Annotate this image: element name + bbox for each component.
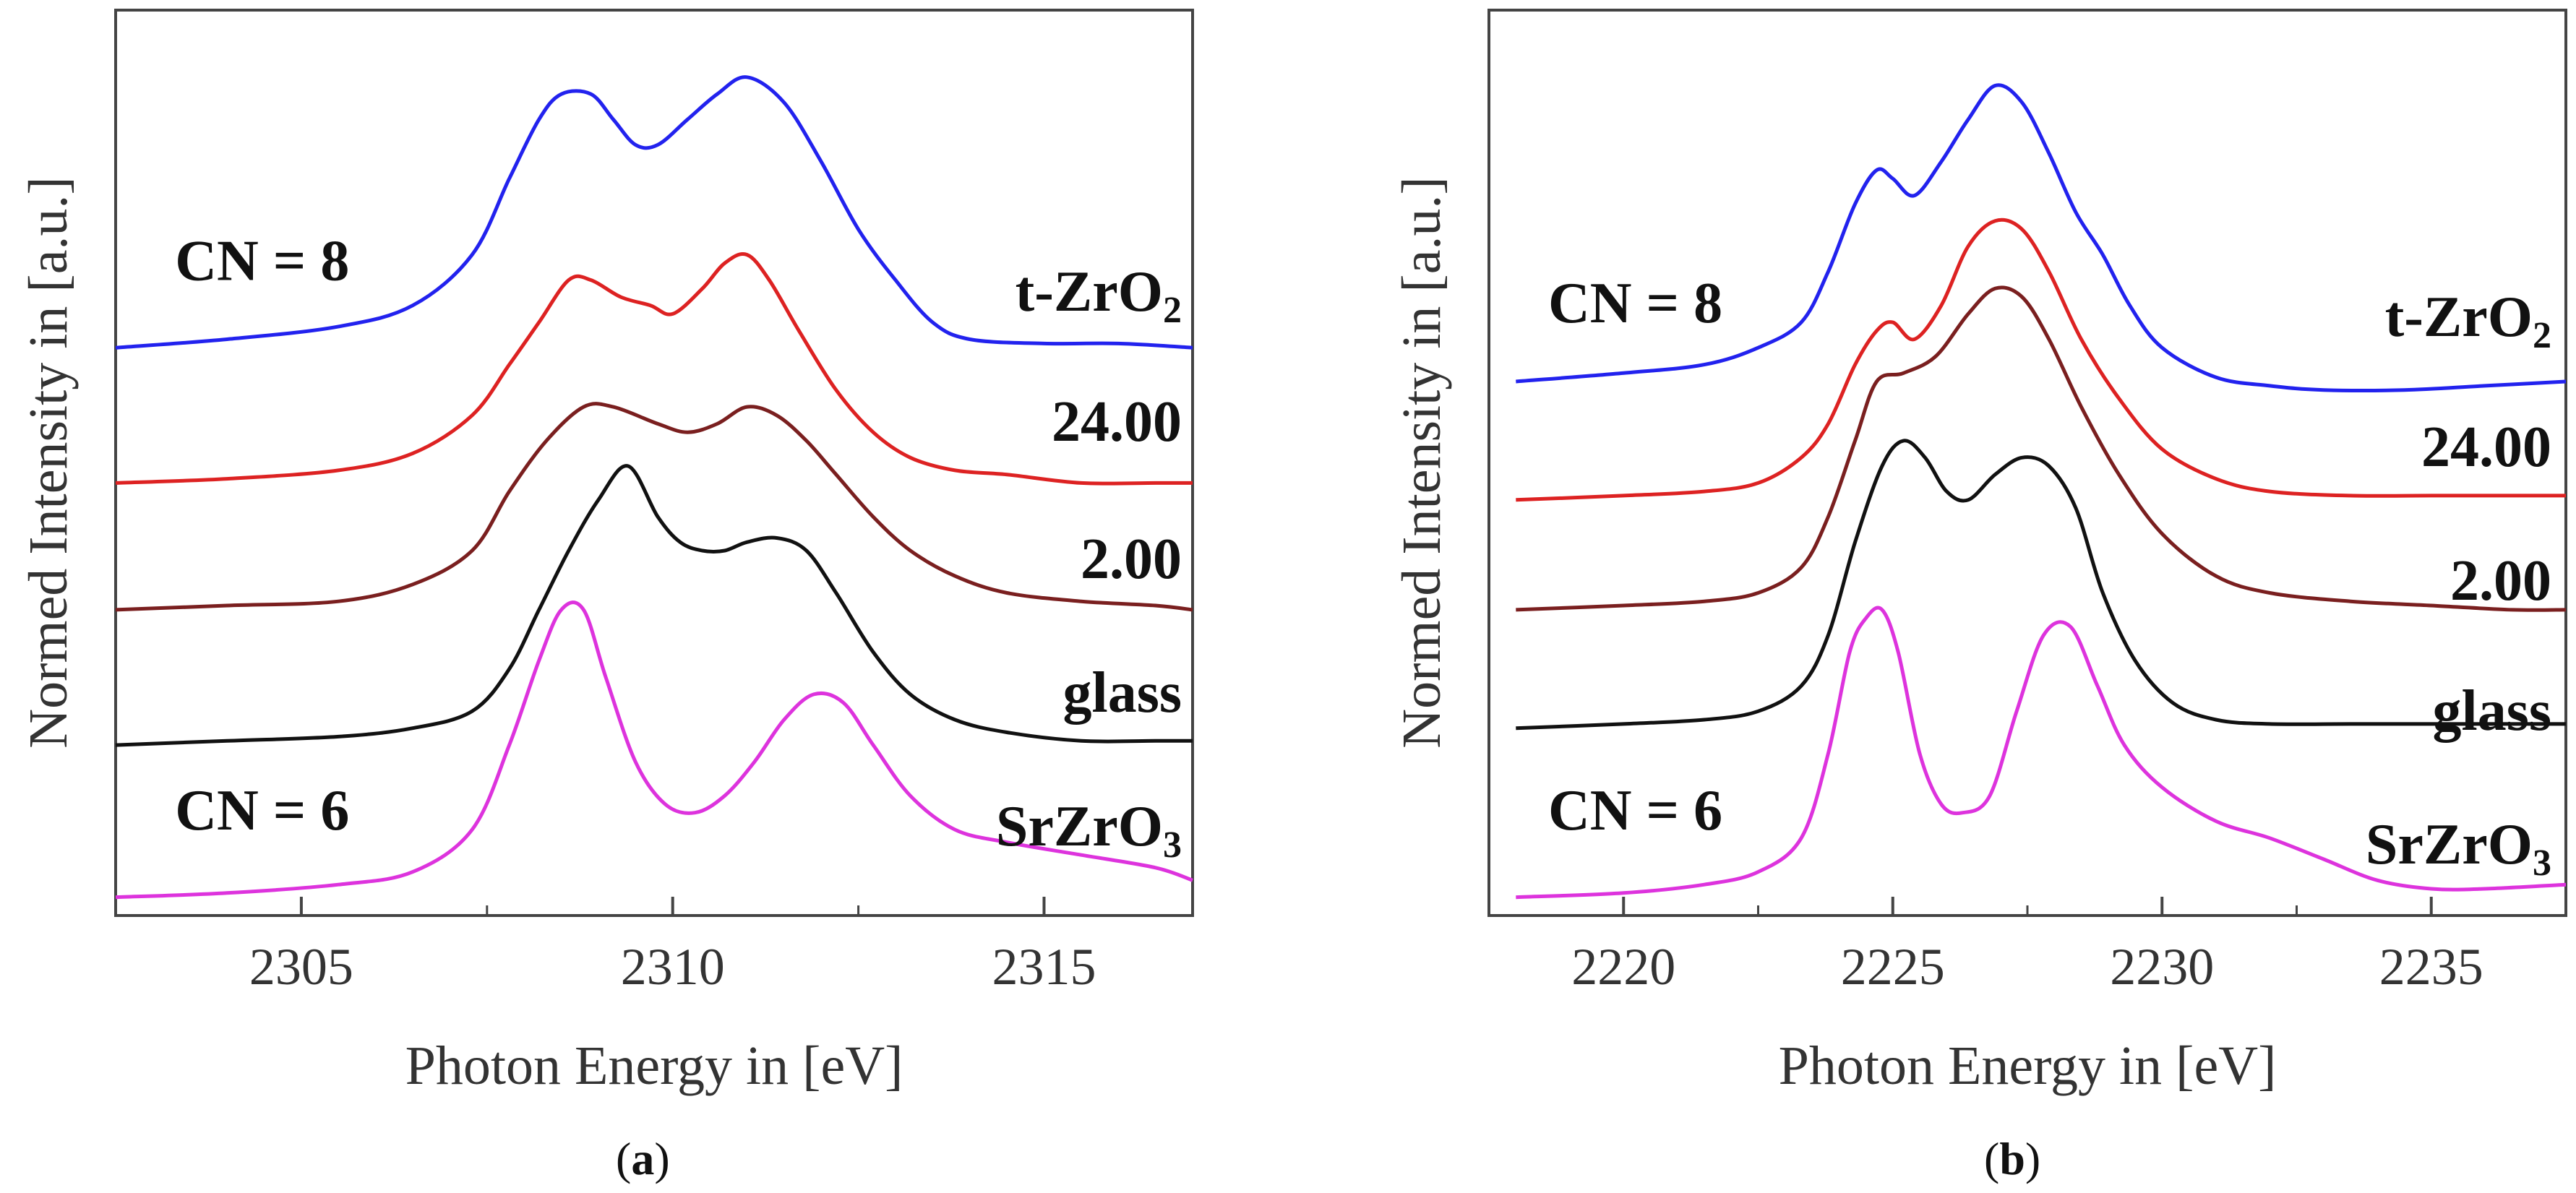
- series-line-t-zro2: [1516, 83, 2567, 392]
- series-label-subscript: 3: [1163, 824, 1182, 866]
- series-label-text: SrZrO: [2366, 813, 2533, 877]
- series-label-text: glass: [2433, 679, 2552, 743]
- series-line-glass: [1516, 439, 2566, 731]
- series-label-subscript: 3: [2533, 843, 2551, 884]
- panel-a-annotations: CN = 8 CN = 6: [175, 230, 349, 843]
- series-label-text: t-ZrO: [1016, 260, 1163, 324]
- xtick-label-2220: 2220: [1571, 938, 1675, 996]
- series-label-24-00: 24.00: [1052, 390, 1182, 454]
- panel-b: 2220 2225 2230 2235 t-ZrO2 24.00 2.00 glass SrZ…: [1391, 9, 2567, 1184]
- series-label-24-00: 24.00: [2421, 415, 2551, 479]
- series-label-2-00: 2.00: [2450, 549, 2551, 613]
- annotation-cn-6: CN = 6: [1548, 779, 1722, 843]
- annotation-cn-8: CN = 8: [175, 230, 349, 293]
- series-label-text: t-ZrO: [2385, 285, 2533, 349]
- series-label-srzro3: SrZrO3: [996, 795, 1182, 866]
- series-label-text: 2.00: [2450, 549, 2551, 613]
- panel-b-series-labels: t-ZrO2 24.00 2.00 glass SrZrO3: [2366, 285, 2551, 884]
- panel-b-annotations: CN = 8 CN = 6: [1548, 272, 1722, 843]
- series-label-glass: glass: [2433, 679, 2552, 743]
- series-label-text: 24.00: [1052, 390, 1182, 454]
- series-line-t-zro2: [115, 75, 1193, 350]
- panel-a: 2305 2310 2315 t-ZrO224.002.00glassSrZrO3 …: [18, 9, 1194, 1184]
- series-line-srzro3: [1516, 606, 2567, 900]
- series-line-glass: [115, 464, 1193, 747]
- series-label-t-zro2: t-ZrO2: [1016, 260, 1182, 331]
- series-label-2-00: 2.00: [1081, 527, 1182, 591]
- xtick-label-2230: 2230: [2110, 938, 2214, 996]
- panel-a-caption-letter: a: [631, 1133, 654, 1184]
- xtick-label-2305: 2305: [249, 938, 353, 996]
- panel-a-xlabel: Photon Energy in [eV]: [405, 1035, 903, 1096]
- panel-b-caption-letter: b: [1999, 1133, 2025, 1184]
- series-line-24-00: [1516, 218, 2566, 502]
- series-line-2-00: [1516, 285, 2567, 612]
- series-line-24-00: [115, 252, 1193, 486]
- panel-a-ylabel: Normed Intensity in [a.u.]: [18, 176, 79, 748]
- panel-a-plot-frame: [114, 9, 1194, 917]
- panel-b-caption: (b): [1984, 1133, 2040, 1184]
- xtick-label-2235: 2235: [2379, 938, 2483, 996]
- panel-b-xticks: 2220 2225 2230 2235: [1487, 897, 2567, 996]
- series-label-subscript: 2: [2533, 315, 2551, 356]
- series-label-srzro3: SrZrO3: [2366, 813, 2551, 884]
- panel-b-xlabel: Photon Energy in [eV]: [1779, 1035, 2277, 1096]
- panel-b-series: [1516, 83, 2567, 900]
- series-label-text: 24.00: [2421, 415, 2551, 479]
- annotation-cn-8: CN = 8: [1548, 272, 1722, 335]
- annotation-cn-6: CN = 6: [175, 779, 349, 843]
- panel-a-caption: (a): [616, 1133, 670, 1184]
- xtick-label-2315: 2315: [992, 938, 1096, 996]
- series-label-glass: glass: [1063, 661, 1182, 725]
- panel-a-series-labels: t-ZrO2 24.00 2.00 glass SrZrO3: [996, 260, 1182, 866]
- series-label-text: glass: [1063, 661, 1182, 725]
- xtick-label-2310: 2310: [621, 938, 725, 996]
- xtick-label-2225: 2225: [1841, 938, 1945, 996]
- series-label-subscript: 2: [1163, 290, 1182, 331]
- series-label-text: SrZrO: [996, 795, 1163, 858]
- series-label-t-zro2: t-ZrO2: [2385, 285, 2551, 356]
- series-line-srzro3: [115, 600, 1193, 900]
- series-label-text: 2.00: [1081, 527, 1182, 591]
- panel-a-xticks: 2305 2310 2315: [114, 897, 1096, 996]
- series-line-2-00: [115, 402, 1193, 612]
- panel-b-ylabel: Normed Intensity in [a.u.]: [1391, 176, 1452, 748]
- panel-a-series: [115, 75, 1193, 900]
